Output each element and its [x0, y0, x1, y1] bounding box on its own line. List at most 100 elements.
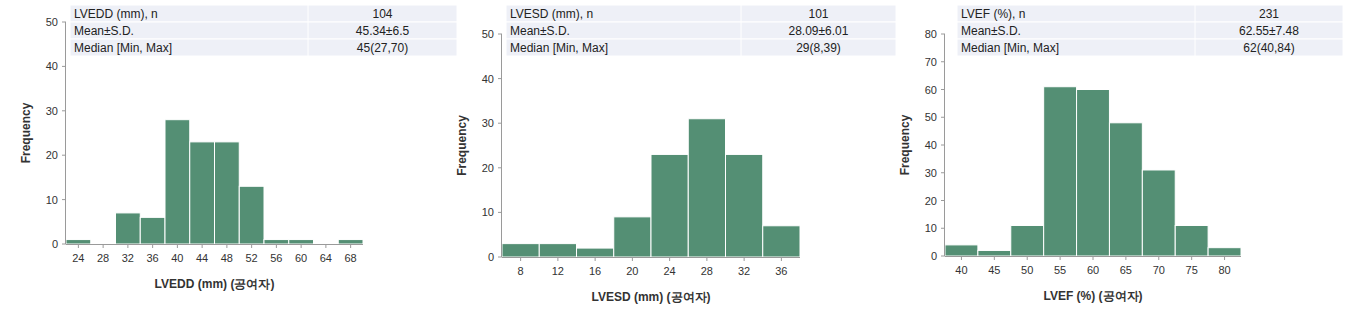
- y-tick: [941, 200, 945, 201]
- x-tick: [595, 257, 596, 261]
- x-tick: [781, 257, 782, 261]
- table-cell: Median [Min, Max]: [74, 41, 172, 55]
- x-tick: [226, 244, 227, 248]
- x-tick-label: 40: [171, 252, 183, 264]
- x-tick-label: 32: [122, 252, 134, 264]
- histogram-bar: [91, 244, 116, 245]
- y-tick-label: 50: [925, 111, 937, 123]
- x-axis-line: [502, 257, 800, 258]
- y-tick-label: 20: [925, 195, 937, 207]
- histogram-bar: [614, 217, 651, 257]
- x-tick: [127, 244, 128, 248]
- histogram-bar: [1208, 248, 1241, 256]
- y-tick: [941, 61, 945, 62]
- y-tick: [941, 145, 945, 146]
- histogram-bar: [651, 154, 688, 257]
- y-tick: [941, 89, 945, 90]
- y-tick-label: 30: [482, 117, 494, 129]
- x-tick-label: 24: [664, 265, 676, 277]
- histogram-bar: [1077, 90, 1110, 257]
- table-divider: [1195, 5, 1196, 22]
- histogram-bar: [1044, 87, 1077, 256]
- table-cell: 45(27,70): [357, 41, 408, 55]
- x-tick-label: 16: [589, 265, 601, 277]
- histogram-bar: [66, 240, 91, 244]
- histogram-bar: [978, 250, 1011, 256]
- x-tick: [1125, 256, 1126, 260]
- x-tick: [1158, 256, 1159, 260]
- x-tick-label: 40: [955, 264, 967, 276]
- x-tick-label: 12: [552, 265, 564, 277]
- histogram-bar: [1109, 123, 1142, 256]
- x-tick: [103, 244, 104, 248]
- x-tick-label: 56: [270, 252, 282, 264]
- x-tick-label: 55: [1054, 264, 1066, 276]
- y-tick-label: 0: [52, 238, 58, 250]
- x-axis-label: LVEDD (mm) (공여자): [155, 277, 275, 291]
- y-tick-label: 70: [925, 56, 937, 68]
- table-row: [70, 22, 457, 39]
- y-axis-label: Frequency: [898, 114, 912, 175]
- table-cell: Mean±S.D.: [74, 24, 134, 38]
- histogram-bar: [215, 142, 240, 244]
- y-tick-label: 20: [46, 149, 58, 161]
- histogram-bar: [539, 244, 576, 257]
- x-tick-label: 36: [775, 265, 787, 277]
- y-tick: [62, 155, 66, 156]
- x-tick: [520, 257, 521, 261]
- histogram-bar: [1011, 225, 1044, 256]
- table-cell: 62(40,84): [1243, 41, 1294, 55]
- bars: [502, 119, 800, 257]
- x-tick: [251, 244, 252, 248]
- x-tick-label: 8: [518, 265, 524, 277]
- histogram-bar: [945, 245, 978, 256]
- x-tick-label: 24: [72, 252, 84, 264]
- y-tick: [498, 78, 502, 79]
- y-tick-label: 30: [46, 105, 58, 117]
- x-tick-label: 52: [246, 252, 258, 264]
- table-divider: [741, 22, 742, 39]
- y-tick-label: 30: [925, 167, 937, 179]
- x-axis-label: LVEF (%) (공여자): [1043, 289, 1142, 303]
- y-tick-label: 10: [925, 222, 937, 234]
- table-divider: [308, 22, 309, 39]
- histogram-bar: [1175, 225, 1208, 256]
- x-tick: [1060, 256, 1061, 260]
- table-row: [957, 22, 1343, 39]
- histogram-bar: [140, 217, 165, 244]
- y-tick: [62, 244, 66, 245]
- y-tick: [62, 199, 66, 200]
- histogram-panel: 01020304050607080404550556065707580LVEF …: [898, 5, 1343, 303]
- x-tick: [202, 244, 203, 248]
- histogram-panel: 01020304050812162024283236LVESD (mm) (공여…: [455, 5, 896, 304]
- x-axis-label: LVESD (mm) (공여자): [591, 290, 710, 304]
- x-tick: [669, 257, 670, 261]
- table-cell: Median [Min, Max]: [510, 41, 608, 55]
- y-tick-label: 40: [482, 73, 494, 85]
- x-tick-label: 70: [1153, 264, 1165, 276]
- table-row: [957, 5, 1343, 22]
- y-tick: [62, 22, 66, 23]
- y-tick-label: 20: [482, 162, 494, 174]
- x-tick-label: 50: [1021, 264, 1033, 276]
- histogram-bar: [239, 186, 264, 244]
- y-tick: [941, 256, 945, 257]
- y-tick: [62, 66, 66, 67]
- histogram-bar: [577, 248, 614, 257]
- bars: [945, 87, 1241, 256]
- table-row: [506, 39, 896, 56]
- histogram-bar: [190, 142, 215, 244]
- table-cell: Median [Min, Max]: [961, 41, 1059, 55]
- table-row: [957, 39, 1343, 56]
- x-tick-label: 28: [701, 265, 713, 277]
- x-tick: [706, 257, 707, 261]
- stats-table: LVEF (%), n231Mean±S.D.62.55±7.48Median …: [957, 5, 1343, 56]
- table-row: [70, 5, 457, 22]
- x-tick-label: 68: [345, 252, 357, 264]
- x-tick-label: 28: [97, 252, 109, 264]
- y-tick: [941, 172, 945, 173]
- table-cell: LVEDD (mm), n: [74, 7, 158, 21]
- table-row: [70, 39, 457, 56]
- y-tick: [941, 117, 945, 118]
- histogram-panel: 01020304050242832364044485256606468LVEDD…: [19, 5, 457, 291]
